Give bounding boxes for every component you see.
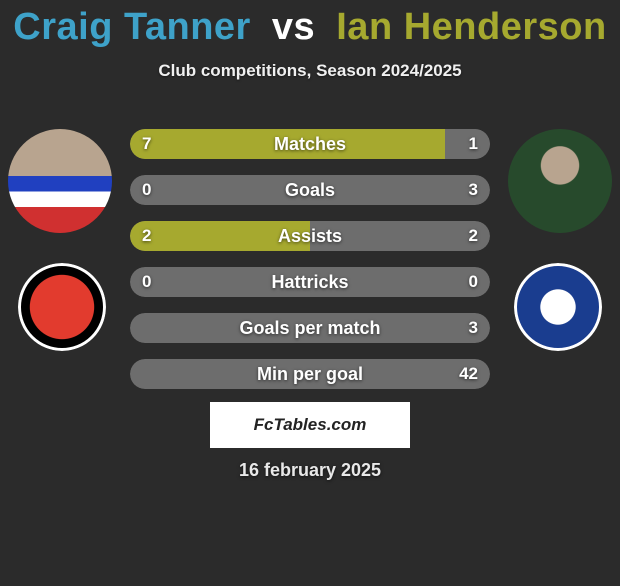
stat-label: Goals per match (130, 313, 490, 343)
stat-row: Goals per match 3 (130, 313, 490, 343)
stats-container: 7 Matches 1 0 Goals 3 2 Assists 2 0 Hatt… (130, 129, 490, 405)
stat-label: Min per goal (130, 359, 490, 389)
stat-label: Goals (130, 175, 490, 205)
comparison-title: Craig Tanner vs Ian Henderson (0, 6, 620, 49)
player2-avatar (508, 129, 612, 233)
footer-date: 16 february 2025 (0, 460, 620, 481)
stat-label: Matches (130, 129, 490, 159)
stat-row: 7 Matches 1 (130, 129, 490, 159)
stat-value-p2: 3 (457, 313, 490, 343)
brand-logo: FcTables.com (210, 402, 410, 448)
stat-value-p2: 0 (457, 267, 490, 297)
player1-avatar (8, 129, 112, 233)
title-vs: vs (272, 6, 315, 48)
subtitle: Club competitions, Season 2024/2025 (0, 61, 620, 81)
title-player1: Craig Tanner (13, 6, 251, 48)
stat-label: Hattricks (130, 267, 490, 297)
stat-value-p2: 1 (457, 129, 490, 159)
brand-text: FcTables.com (254, 415, 367, 435)
stat-row: Min per goal 42 (130, 359, 490, 389)
player1-club-badge (18, 263, 106, 351)
stat-row: 0 Goals 3 (130, 175, 490, 205)
stat-row: 0 Hattricks 0 (130, 267, 490, 297)
stat-value-p2: 42 (447, 359, 490, 389)
stat-row: 2 Assists 2 (130, 221, 490, 251)
stat-value-p2: 3 (457, 175, 490, 205)
title-player2: Ian Henderson (336, 6, 606, 48)
player2-club-badge (514, 263, 602, 351)
stat-value-p2: 2 (457, 221, 490, 251)
stat-label: Assists (130, 221, 490, 251)
